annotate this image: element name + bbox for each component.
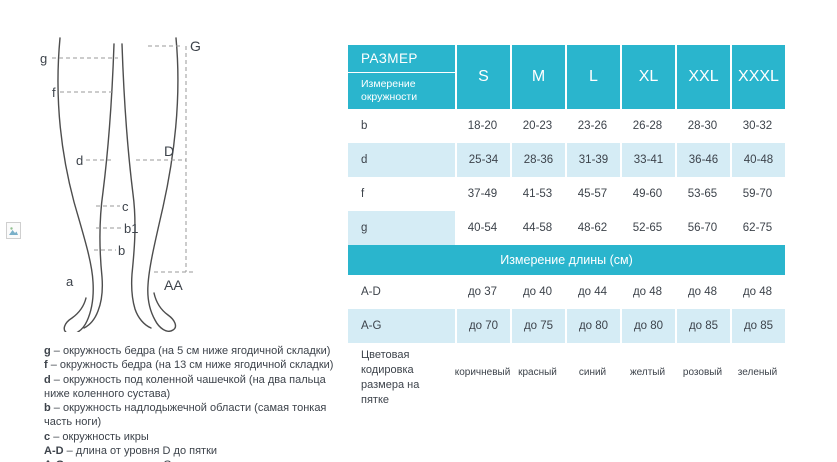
label-c: c	[122, 199, 129, 214]
legend-text: – окружность бедра (на 13 см ниже ягодич…	[50, 359, 334, 372]
cell-ad-xxl: до 48	[687, 286, 718, 298]
cell-ag-l: до 80	[565, 309, 620, 343]
cell-f-m: 41-53	[522, 188, 553, 200]
cell-ad-s: до 37	[467, 286, 498, 298]
row-label-d: d	[348, 143, 455, 177]
broken-image-icon	[6, 222, 21, 239]
cell-g-xxxl: 62-75	[742, 222, 773, 234]
legend-item-c: c – окружность икры	[44, 430, 346, 444]
cell-color-xxxl: зеленый	[737, 366, 778, 378]
legend-key: A-D	[44, 445, 64, 458]
cell-b-xxxl: 30-32	[742, 120, 773, 132]
legend-item-d: d – окружность под коленной чашечкой (на…	[44, 373, 346, 402]
legend: g – окружность бедра (на 5 см ниже ягоди…	[44, 344, 346, 462]
legend-key: c	[44, 430, 51, 443]
cell-d-s: 25-34	[455, 143, 510, 177]
row-label-f: f	[361, 188, 365, 200]
table-title: РАЗМЕР	[348, 45, 455, 73]
cell-f-l: 45-57	[577, 188, 608, 200]
label-f: f	[52, 85, 56, 100]
row-label-b: b	[361, 120, 368, 132]
label-D: D	[164, 143, 174, 159]
cell-b-xxl: 28-30	[687, 120, 718, 132]
cell-color-xl: желтый	[629, 366, 666, 378]
label-a: a	[66, 274, 74, 289]
size-column-xxxl: XXXL	[730, 45, 785, 109]
legend-text: – окружность бедра (на 5 см ниже ягодичн…	[53, 345, 331, 357]
cell-color-l: синий	[578, 366, 607, 378]
cell-g-m: 44-58	[522, 222, 553, 234]
table-corner-header: РАЗМЕР Измерение окружности	[348, 45, 455, 109]
size-column-s: S	[455, 45, 510, 109]
cell-ad-xl: до 48	[632, 286, 663, 298]
cell-f-s: 37-49	[467, 188, 498, 200]
label-g: g	[40, 51, 47, 66]
cell-g-xl: 52-65	[632, 222, 663, 234]
cell-d-xxxl: 40-48	[730, 143, 785, 177]
cell-b-xl: 26-28	[632, 120, 663, 132]
cell-ag-xxxl: до 85	[730, 309, 785, 343]
cell-d-xl: 33-41	[620, 143, 675, 177]
leg-outlines	[57, 37, 179, 332]
cell-color-xxl: розовый	[682, 366, 723, 378]
label-G: G	[190, 38, 201, 54]
cell-g-l: 48-62	[577, 222, 608, 234]
size-column-xxl: XXL	[675, 45, 730, 109]
length-section-header: Измерение длины (см)	[348, 245, 785, 275]
label-d: d	[76, 153, 83, 168]
cell-f-xl: 49-60	[632, 188, 663, 200]
row-label-color-coding: Цветовая кодировка размера на пятке	[361, 349, 420, 406]
cell-ag-xl: до 80	[620, 309, 675, 343]
size-column-m: M	[510, 45, 565, 109]
cell-f-xxl: 53-65	[687, 188, 718, 200]
size-column-l: L	[565, 45, 620, 109]
cell-ag-s: до 70	[455, 309, 510, 343]
legend-key: b	[44, 402, 51, 415]
cell-g-xxl: 56-70	[687, 222, 718, 234]
cell-b-s: 18-20	[467, 120, 498, 132]
legend-text: – длина от уровня D до пятки	[66, 445, 218, 458]
cell-color-s: коричневый	[454, 366, 511, 378]
cell-ad-m: до 40	[522, 286, 553, 298]
measurement-labels: g f d c b1 b a G D AA	[40, 38, 201, 293]
legend-key: f	[44, 359, 48, 372]
cell-b-l: 23-26	[577, 120, 608, 132]
cell-d-l: 31-39	[565, 143, 620, 177]
legend-item-f: f – окружность бедра (на 13 см ниже ягод…	[44, 358, 346, 372]
table-subtitle: Измерение окружности	[361, 77, 418, 103]
legend-item-ag: A-G – длина от уровня G до пятки	[44, 458, 346, 462]
legend-key: d	[44, 373, 51, 386]
size-column-xl: XL	[620, 45, 675, 109]
legend-item-b: b – окружность надлодыжечной области (са…	[44, 401, 346, 430]
broken-image-glyph	[9, 227, 18, 235]
cell-ad-xxxl: до 48	[742, 286, 773, 298]
cell-color-m: красный	[518, 366, 557, 378]
legend-key: A-G	[44, 459, 64, 462]
legend-key: g	[44, 345, 51, 357]
row-label-ag: A-G	[348, 309, 455, 343]
label-b1: b1	[124, 221, 138, 236]
cell-ag-xxl: до 85	[675, 309, 730, 343]
cell-ad-l: до 44	[577, 286, 608, 298]
leg-diagram: g f d c b1 b a G D AA	[40, 37, 201, 332]
legend-item-ad: A-D – длина от уровня D до пятки	[44, 444, 346, 458]
legend-text: – окружность под коленной чашечкой (на д…	[44, 373, 326, 400]
legend-text: – окружность надлодыжечной области (сама…	[44, 402, 327, 429]
cell-ag-m: до 75	[510, 309, 565, 343]
legend-item-g: g – окружность бедра (на 5 см ниже ягоди…	[44, 344, 346, 358]
label-b: b	[118, 243, 125, 258]
measurement-lines	[52, 45, 194, 273]
size-table: РАЗМЕР Измерение окружности S M L XL XXL…	[348, 45, 785, 406]
cell-g-s: 40-54	[467, 222, 498, 234]
cell-b-m: 20-23	[522, 120, 553, 132]
row-label-g: g	[348, 211, 455, 245]
legend-text: – окружность икры	[53, 430, 149, 443]
cell-d-m: 28-36	[510, 143, 565, 177]
label-A: AA	[164, 277, 183, 293]
cell-f-xxxl: 59-70	[742, 188, 773, 200]
row-label-ad: A-D	[361, 286, 381, 298]
cell-d-xxl: 36-46	[675, 143, 730, 177]
legend-text: – длина от уровня G до пятки	[67, 459, 218, 462]
